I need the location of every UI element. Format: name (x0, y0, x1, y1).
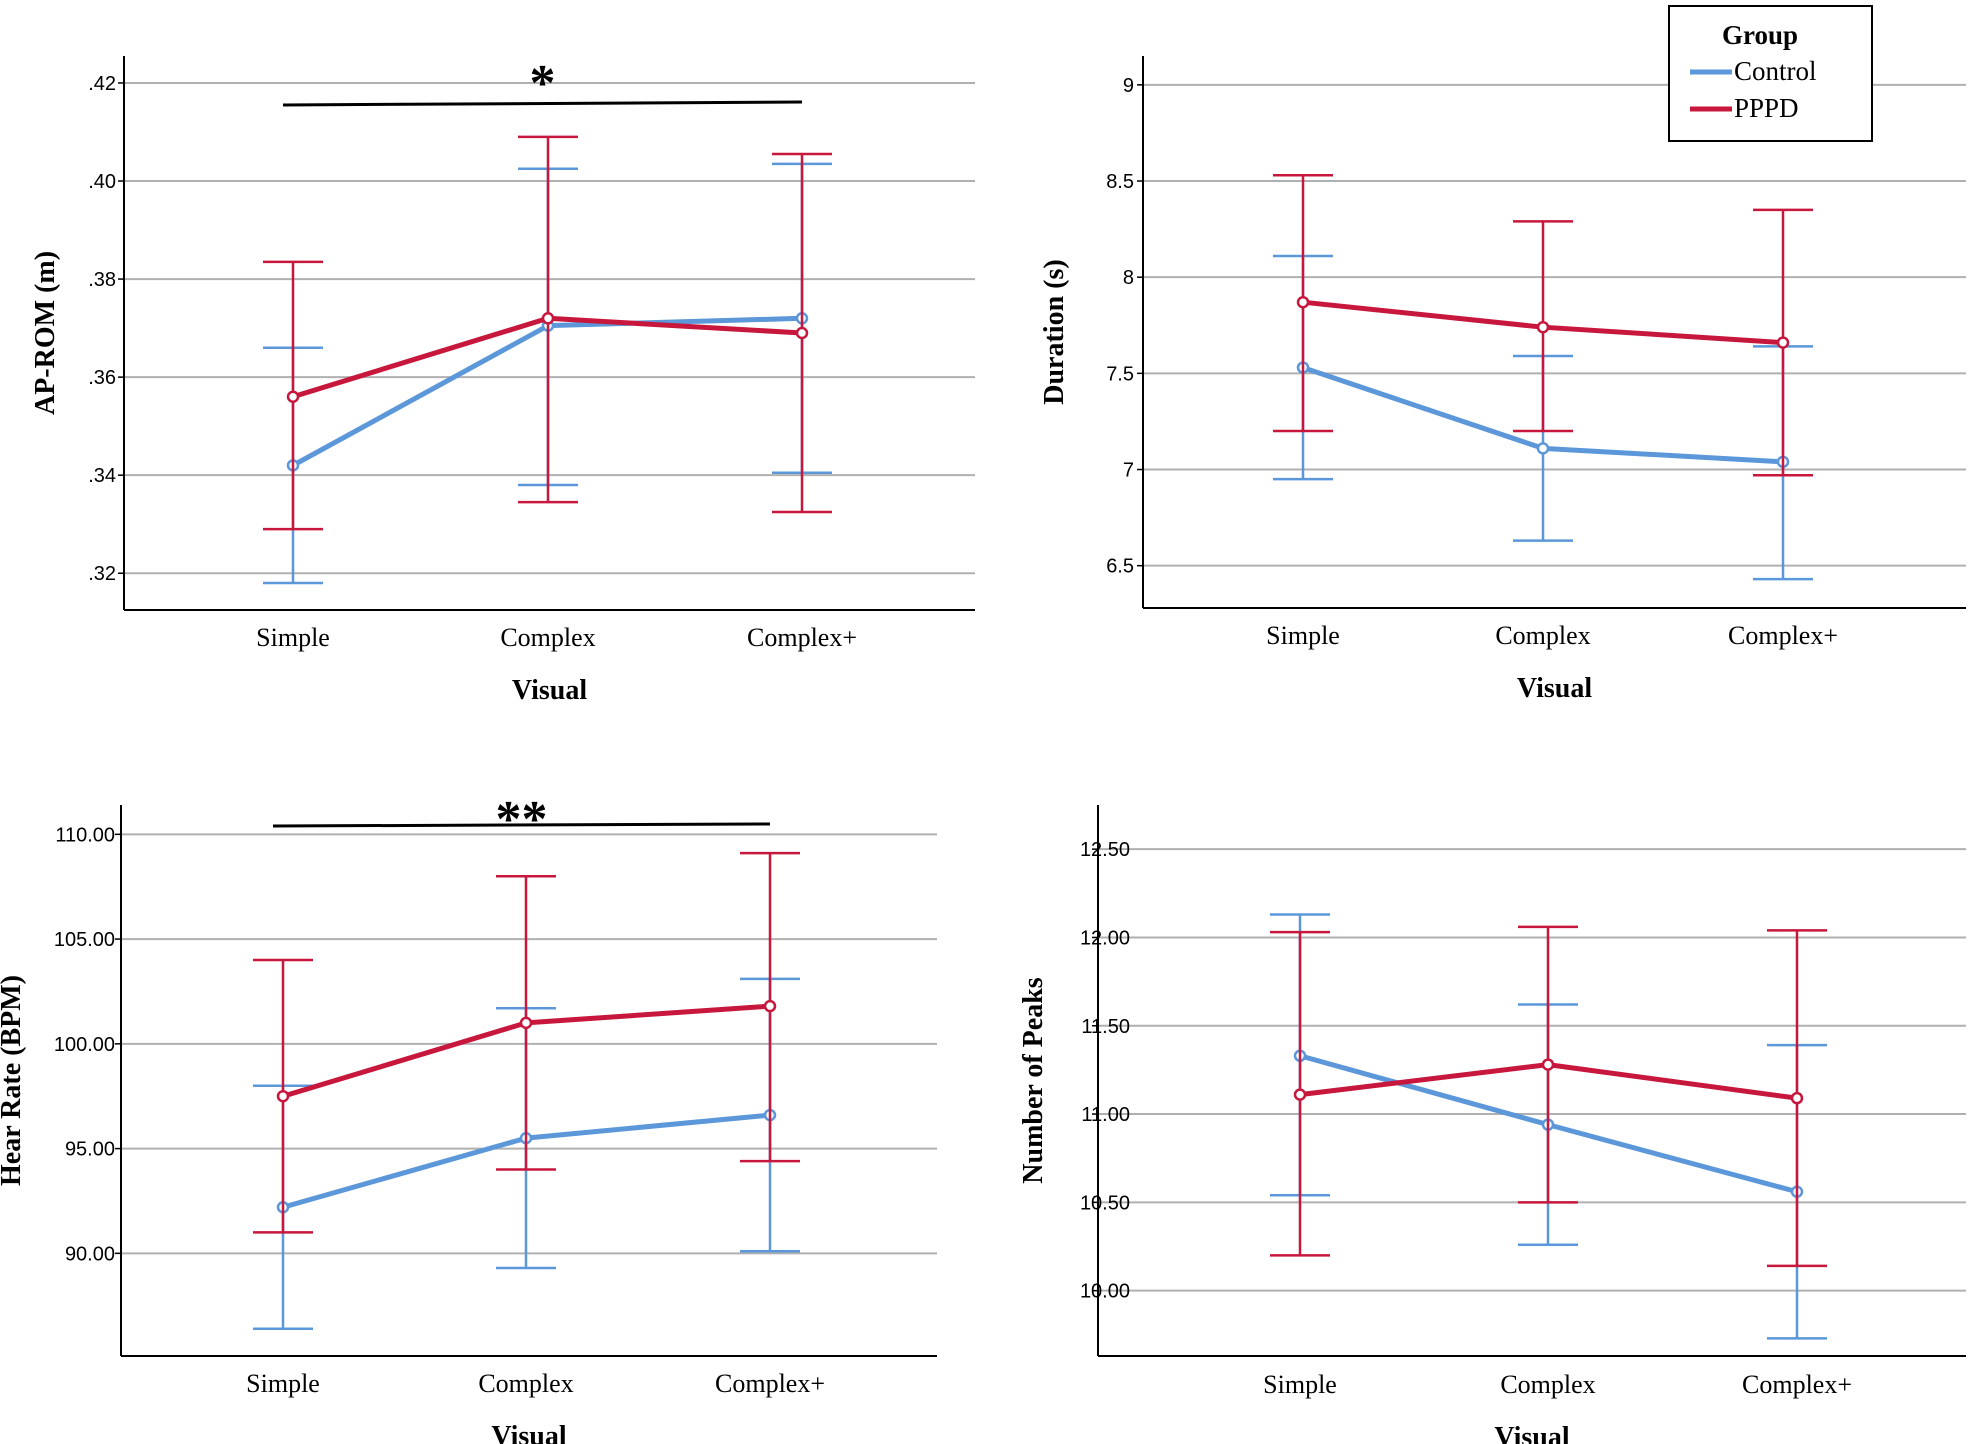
chart-panel-1: .32 .34 .36 .38 .40 .42 Simple Complex Complex+ V… (30, 55, 975, 706)
chart-panel-2: 6.5 7 7.5 8 8.5 9 Simple Complex Complex+ Visual D… (1039, 56, 1966, 704)
x-axis-title: Visual (512, 675, 587, 706)
x-category-label: Complex (1495, 621, 1590, 650)
chart-panel-3: 90.00 95.00 100.00 105.00 110.00 Simple Comple… (0, 791, 937, 1444)
data-point (1536, 442, 1550, 455)
x-category-label: Simple (1263, 1370, 1337, 1399)
x-axis-title: Visual (1494, 1422, 1569, 1444)
x-category-label: Simple (246, 1369, 320, 1398)
y-tick-label: 8.5 (1106, 171, 1134, 193)
data-point (1790, 1091, 1804, 1105)
x-category-label: Simple (256, 623, 330, 652)
significance-line (272, 822, 771, 828)
x-axis-title: Visual (1517, 673, 1592, 704)
y-tick-label: 110.00 (55, 824, 115, 846)
x-category-label: Complex (1500, 1370, 1595, 1399)
data-point (519, 1016, 533, 1030)
y-tick-label: 7 (1123, 460, 1134, 482)
y-tick-label: .34 (88, 465, 116, 487)
chart-panel-4: 10.00 10.50 11.00 11.50 12.00 12.50 Simple Comp… (1018, 805, 1966, 1444)
x-category-label: Complex+ (1728, 621, 1838, 650)
y-axis-title: Duration (s) (1039, 259, 1070, 404)
y-tick-label: .32 (88, 563, 116, 585)
y-axis-title: AP-ROM (m) (30, 251, 61, 415)
y-tick-label: .42 (88, 73, 116, 95)
y-tick-label: 7.5 (1106, 363, 1134, 385)
data-point (795, 326, 809, 340)
x-category-label: Simple (1266, 621, 1340, 650)
x-category-label: Complex+ (747, 623, 857, 652)
y-tick-label: 95.00 (65, 1139, 115, 1161)
legend: Group Control PPPD (1668, 5, 1873, 142)
data-point (1776, 336, 1790, 349)
y-tick-label: 11.00 (1081, 1104, 1130, 1126)
series-pppd (263, 135, 832, 531)
x-category-label: Complex+ (1742, 1370, 1852, 1399)
data-point (1541, 1058, 1555, 1071)
series-pppd (1273, 173, 1813, 477)
data-point (1296, 295, 1310, 309)
legend-label-control: Control (1734, 56, 1817, 86)
data-point (276, 1089, 290, 1103)
y-tick-label: 12.50 (1080, 839, 1130, 861)
y-tick-label: 6.5 (1106, 556, 1134, 578)
x-category-label: Complex+ (715, 1369, 825, 1398)
x-category-label: Complex (478, 1369, 573, 1398)
y-tick-label: .36 (88, 367, 116, 389)
x-axis-title: Visual (491, 1421, 566, 1444)
y-tick-label: 9 (1123, 75, 1134, 97)
legend-title: Group (1722, 20, 1798, 50)
y-tick-label: .38 (88, 269, 116, 291)
y-tick-label: 8 (1123, 267, 1134, 289)
x-category-label: Complex (500, 623, 595, 652)
series-pppd (1270, 925, 1827, 1268)
data-point (286, 390, 300, 403)
y-tick-label: 105.00 (54, 929, 115, 951)
y-axis-title: Number of Peaks (1018, 977, 1049, 1183)
series-pppd (253, 851, 800, 1234)
y-tick-label: 10.50 (1080, 1192, 1130, 1214)
y-axis-title: Hear Rate (BPM) (0, 975, 27, 1186)
data-point (541, 312, 555, 325)
y-tick-label: 100.00 (54, 1034, 115, 1056)
y-tick-label: 90.00 (65, 1243, 115, 1265)
data-point (763, 999, 777, 1013)
y-tick-label: .40 (88, 171, 116, 193)
significance-marker: ** (496, 791, 548, 848)
y-tick-label: 12.00 (1080, 927, 1130, 949)
y-tick-label: 11.50 (1081, 1016, 1130, 1038)
data-point (1536, 320, 1550, 334)
y-tick-label: 10.00 (1080, 1281, 1130, 1303)
significance-line (282, 100, 803, 107)
legend-label-pppd: PPPD (1734, 93, 1799, 123)
data-point (1293, 1088, 1307, 1101)
significance-marker: * (530, 55, 556, 112)
